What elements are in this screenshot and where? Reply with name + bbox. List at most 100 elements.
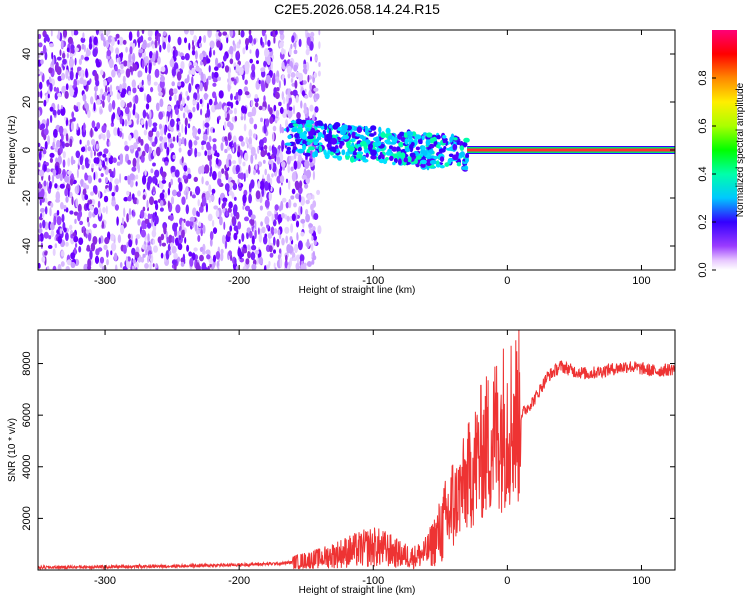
spectrogram-noise-mark xyxy=(89,36,92,46)
spectrogram-signal-mark xyxy=(330,146,337,154)
spectrogram-noise-mark xyxy=(137,147,141,152)
spectrogram-noise-mark xyxy=(281,237,285,246)
spectrogram-noise-mark xyxy=(160,75,165,83)
spectrogram-noise-mark xyxy=(218,31,222,37)
colorbar-tick-label: 0.2 xyxy=(697,214,709,229)
spectrogram-noise-mark xyxy=(177,51,181,56)
spectrogram-noise-mark xyxy=(272,219,277,227)
spectrogram-noise-mark xyxy=(199,53,204,61)
spectrogram-noise-mark xyxy=(178,137,182,147)
spectrogram-noise-mark xyxy=(88,159,91,165)
spectrogram-noise-mark xyxy=(181,156,184,164)
spectrogram-noise-mark xyxy=(202,120,205,130)
spectrogram-noise-mark xyxy=(82,79,87,86)
spectrogram-noise-mark xyxy=(175,204,181,214)
spectrogram-noise-mark xyxy=(247,250,251,259)
spectrogram-signal-mark xyxy=(370,154,377,160)
spectrogram-noise-mark xyxy=(146,181,151,191)
spectrogram-noise-mark xyxy=(141,30,145,35)
spectrogram-noise-mark xyxy=(254,250,260,255)
spectrogram-noise-mark xyxy=(281,65,286,70)
spectrogram-signal-mark xyxy=(351,131,357,139)
spectrogram-noise-mark xyxy=(161,171,167,178)
spectrogram-noise-mark xyxy=(108,152,111,158)
spectrogram-signal-mark xyxy=(304,152,311,157)
spectrogram-noise-mark xyxy=(259,180,265,191)
spectrogram-noise-mark xyxy=(93,157,98,164)
spectrogram-noise-mark xyxy=(120,69,125,74)
spectrogram-noise-mark xyxy=(157,35,161,46)
spectrogram-noise-mark xyxy=(228,78,232,86)
spectrogram-noise-mark xyxy=(250,154,254,165)
spectrogram-noise-mark xyxy=(189,216,195,222)
spectrogram-noise-mark xyxy=(224,148,228,154)
colorbar-tick-label: 0.0 xyxy=(697,262,709,277)
spectrogram-noise-mark xyxy=(142,194,146,200)
spectrogram-noise-mark xyxy=(43,128,49,136)
spectrogram-noise-mark xyxy=(56,209,60,216)
spectrogram-noise-mark xyxy=(129,173,135,181)
spectrogram-noise-mark xyxy=(231,216,235,224)
spectrogram-noise-mark xyxy=(47,135,50,145)
spectrogram-noise-mark xyxy=(104,177,109,184)
spectrogram-noise-mark xyxy=(229,225,233,232)
spectrogram-noise-mark xyxy=(281,161,286,168)
spectrogram-noise-mark xyxy=(57,109,61,116)
spectrogram-noise-mark xyxy=(294,243,298,253)
figure-title: C2E5.2026.058.14.24.R15 xyxy=(274,1,440,17)
spectrogram-noise-mark xyxy=(227,153,232,161)
spectrogram-noise-mark xyxy=(208,50,212,58)
spectrogram-noise-mark xyxy=(61,132,64,142)
spectrogram-noise-mark xyxy=(63,205,67,210)
spectrogram-noise-mark xyxy=(235,265,239,270)
spectrogram-noise-mark xyxy=(147,233,150,243)
snr-frame xyxy=(37,329,676,571)
spectrogram-noise-mark xyxy=(194,223,198,232)
spectrogram-noise-mark xyxy=(168,181,172,189)
spectrogram-noise-mark xyxy=(103,148,109,154)
spectrogram-noise-mark xyxy=(228,250,233,257)
spectrogram-noise-mark xyxy=(229,122,234,131)
spectrogram-noise-mark xyxy=(93,207,99,216)
spectrogram-noise-mark xyxy=(193,62,198,67)
spectrogram-noise-mark xyxy=(111,242,117,252)
spectrogram-noise-mark xyxy=(275,87,280,92)
spectrogram-noise-mark xyxy=(207,265,210,270)
spectrogram-signal-mark xyxy=(357,146,363,152)
spectrogram-noise-mark xyxy=(128,134,132,141)
spectrogram-noise-mark xyxy=(144,169,147,176)
spectrogram-noise-mark xyxy=(248,193,253,204)
spectrogram-noise-mark xyxy=(294,80,298,89)
spectrogram-noise-mark xyxy=(199,246,204,252)
spectrogram-noise-mark xyxy=(74,218,77,224)
spectrogram-noise-mark xyxy=(279,257,283,268)
spectrogram-noise-mark xyxy=(174,94,177,102)
spectrogram-noise-mark xyxy=(56,139,61,148)
spectrogram-noise-mark xyxy=(246,143,249,149)
spectrogram-noise-mark xyxy=(53,86,57,92)
spectrogram-signal-mark xyxy=(403,157,409,163)
spectrogram-noise-mark xyxy=(167,132,172,139)
spectrogram-noise-mark xyxy=(65,69,69,80)
spectrogram-signal-mark xyxy=(374,141,379,147)
spectrogram-noise-mark xyxy=(199,42,202,48)
spectrogram-noise-mark xyxy=(255,190,261,200)
spectrogram-noise-mark xyxy=(261,226,266,234)
spectrogram-noise-mark xyxy=(206,108,211,118)
spectrogram-signal-mark xyxy=(355,133,361,137)
spectrogram-noise-mark xyxy=(135,234,141,240)
spectrogram-signal-mark xyxy=(313,141,319,146)
spectrogram-signal-mark xyxy=(370,149,377,156)
spectrogram-noise-mark xyxy=(272,131,275,142)
spectrogram-noise-mark xyxy=(76,79,80,86)
spectrogram-noise-mark xyxy=(288,47,292,56)
spectrogram-noise-mark xyxy=(256,60,259,65)
spectrogram-noise-mark xyxy=(77,203,82,213)
spectrogram-noise-mark xyxy=(237,221,242,230)
spectrogram-noise-mark xyxy=(277,214,283,224)
spectrogram-noise-mark xyxy=(298,193,302,203)
spectrogram-noise-mark xyxy=(260,80,265,88)
spectrogram-noise-mark xyxy=(142,206,146,212)
spectrogram-noise-mark xyxy=(286,65,292,75)
